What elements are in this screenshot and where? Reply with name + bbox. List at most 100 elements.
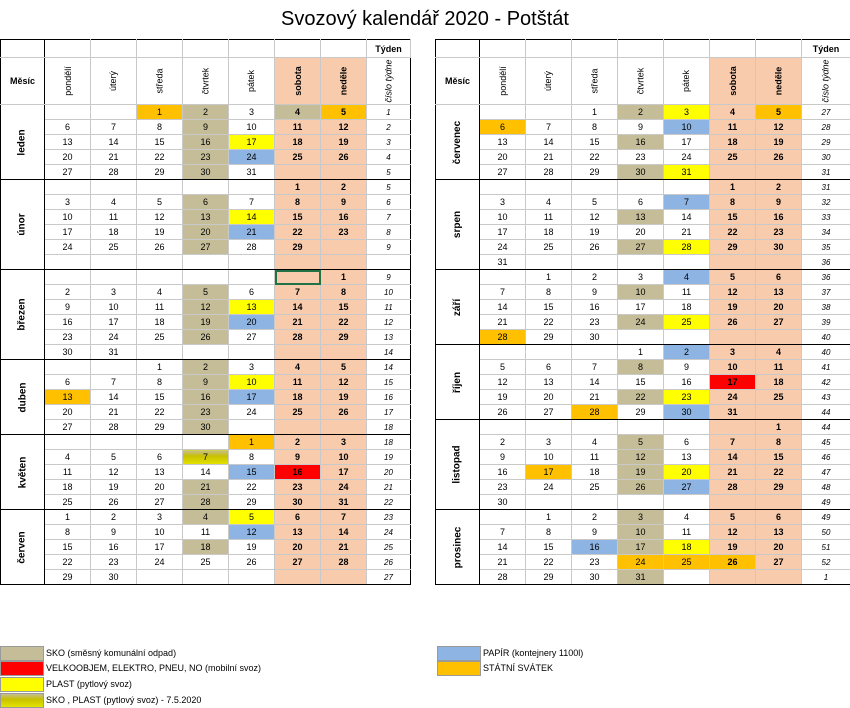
day-cell[interactable]: 29 xyxy=(274,239,321,255)
day-cell[interactable]: 30 xyxy=(274,494,321,510)
day-cell[interactable]: 9 xyxy=(182,119,229,135)
day-cell[interactable]: 3 xyxy=(709,344,756,360)
day-cell[interactable]: 21 xyxy=(90,149,137,165)
empty-cell[interactable] xyxy=(182,254,229,270)
empty-cell[interactable] xyxy=(571,179,618,195)
day-cell[interactable]: 8 xyxy=(274,194,321,210)
day-cell[interactable]: 29 xyxy=(228,494,275,510)
day-cell[interactable]: 24 xyxy=(525,479,572,495)
empty-cell[interactable] xyxy=(44,434,91,450)
day-cell[interactable]: 16 xyxy=(90,539,137,555)
day-cell[interactable]: 5 xyxy=(90,449,137,465)
empty-cell[interactable] xyxy=(755,569,802,585)
empty-cell[interactable] xyxy=(479,104,526,120)
day-cell[interactable]: 30 xyxy=(571,569,618,585)
empty-cell[interactable] xyxy=(228,179,275,195)
day-cell[interactable]: 26 xyxy=(617,479,664,495)
day-cell[interactable]: 20 xyxy=(663,464,710,480)
empty-cell[interactable] xyxy=(755,494,802,510)
day-cell[interactable]: 7 xyxy=(479,524,526,540)
day-cell[interactable]: 1 xyxy=(44,509,91,525)
day-cell[interactable]: 4 xyxy=(44,449,91,465)
day-cell[interactable]: 1 xyxy=(136,359,183,375)
empty-cell[interactable] xyxy=(182,269,229,285)
day-cell[interactable]: 22 xyxy=(136,149,183,165)
day-cell[interactable]: 17 xyxy=(320,464,367,480)
day-cell[interactable]: 8 xyxy=(136,374,183,390)
day-cell[interactable]: 1 xyxy=(617,344,664,360)
day-cell[interactable]: 4 xyxy=(182,509,229,525)
day-cell[interactable]: 21 xyxy=(228,224,275,240)
empty-cell[interactable] xyxy=(90,359,137,375)
empty-cell[interactable] xyxy=(44,104,91,120)
day-cell[interactable]: 22 xyxy=(320,314,367,330)
day-cell[interactable]: 30 xyxy=(479,494,526,510)
day-cell[interactable]: 23 xyxy=(182,404,229,420)
day-cell[interactable]: 31 xyxy=(320,494,367,510)
day-cell[interactable]: 14 xyxy=(90,134,137,150)
day-cell[interactable]: 4 xyxy=(663,269,710,285)
day-cell[interactable]: 27 xyxy=(663,479,710,495)
day-cell[interactable]: 7 xyxy=(479,284,526,300)
day-cell[interactable]: 15 xyxy=(136,389,183,405)
day-cell[interactable]: 19 xyxy=(709,299,756,315)
day-cell[interactable]: 16 xyxy=(182,134,229,150)
day-cell[interactable]: 20 xyxy=(44,149,91,165)
day-cell[interactable]: 30 xyxy=(44,344,91,360)
day-cell[interactable]: 2 xyxy=(274,434,321,450)
day-cell[interactable]: 27 xyxy=(182,239,229,255)
day-cell[interactable]: 31 xyxy=(479,254,526,270)
day-cell[interactable]: 8 xyxy=(709,194,756,210)
day-cell[interactable]: 14 xyxy=(571,374,618,390)
day-cell[interactable]: 17 xyxy=(709,374,756,390)
day-cell[interactable]: 9 xyxy=(571,524,618,540)
day-cell[interactable]: 29 xyxy=(320,329,367,345)
day-cell[interactable]: 8 xyxy=(571,119,618,135)
day-cell[interactable]: 29 xyxy=(136,419,183,435)
day-cell[interactable]: 20 xyxy=(755,539,802,555)
day-cell[interactable]: 8 xyxy=(44,524,91,540)
day-cell[interactable]: 11 xyxy=(663,284,710,300)
day-cell[interactable]: 4 xyxy=(90,194,137,210)
day-cell[interactable]: 11 xyxy=(571,449,618,465)
day-cell[interactable]: 13 xyxy=(617,209,664,225)
day-cell[interactable]: 19 xyxy=(617,464,664,480)
empty-cell[interactable] xyxy=(709,329,756,345)
day-cell[interactable]: 18 xyxy=(663,539,710,555)
day-cell[interactable]: 17 xyxy=(479,224,526,240)
day-cell[interactable]: 10 xyxy=(136,524,183,540)
day-cell[interactable]: 31 xyxy=(617,569,664,585)
day-cell[interactable]: 26 xyxy=(90,494,137,510)
day-cell[interactable]: 2 xyxy=(44,284,91,300)
empty-cell[interactable] xyxy=(617,494,664,510)
empty-cell[interactable] xyxy=(709,569,756,585)
day-cell[interactable]: 28 xyxy=(525,164,572,180)
empty-cell[interactable] xyxy=(136,569,183,585)
empty-cell[interactable] xyxy=(525,179,572,195)
day-cell[interactable]: 12 xyxy=(755,119,802,135)
day-cell[interactable]: 30 xyxy=(182,419,229,435)
day-cell[interactable]: 14 xyxy=(320,524,367,540)
day-cell[interactable]: 19 xyxy=(320,134,367,150)
day-cell[interactable]: 13 xyxy=(136,464,183,480)
day-cell[interactable]: 20 xyxy=(525,389,572,405)
day-cell[interactable]: 1 xyxy=(320,269,367,285)
day-cell[interactable]: 5 xyxy=(755,104,802,120)
day-cell[interactable]: 6 xyxy=(44,119,91,135)
day-cell[interactable]: 29 xyxy=(755,479,802,495)
day-cell[interactable]: 22 xyxy=(228,479,275,495)
empty-cell[interactable] xyxy=(479,269,526,285)
empty-cell[interactable] xyxy=(525,344,572,360)
day-cell[interactable]: 14 xyxy=(228,209,275,225)
day-cell[interactable]: 21 xyxy=(479,314,526,330)
day-cell[interactable]: 25 xyxy=(274,404,321,420)
empty-cell[interactable] xyxy=(228,254,275,270)
day-cell[interactable]: 11 xyxy=(663,524,710,540)
day-cell[interactable]: 23 xyxy=(274,479,321,495)
day-cell[interactable]: 28 xyxy=(90,419,137,435)
day-cell[interactable]: 19 xyxy=(571,224,618,240)
day-cell[interactable]: 6 xyxy=(617,194,664,210)
day-cell[interactable]: 22 xyxy=(44,554,91,570)
day-cell[interactable]: 18 xyxy=(44,479,91,495)
day-cell[interactable]: 2 xyxy=(755,179,802,195)
